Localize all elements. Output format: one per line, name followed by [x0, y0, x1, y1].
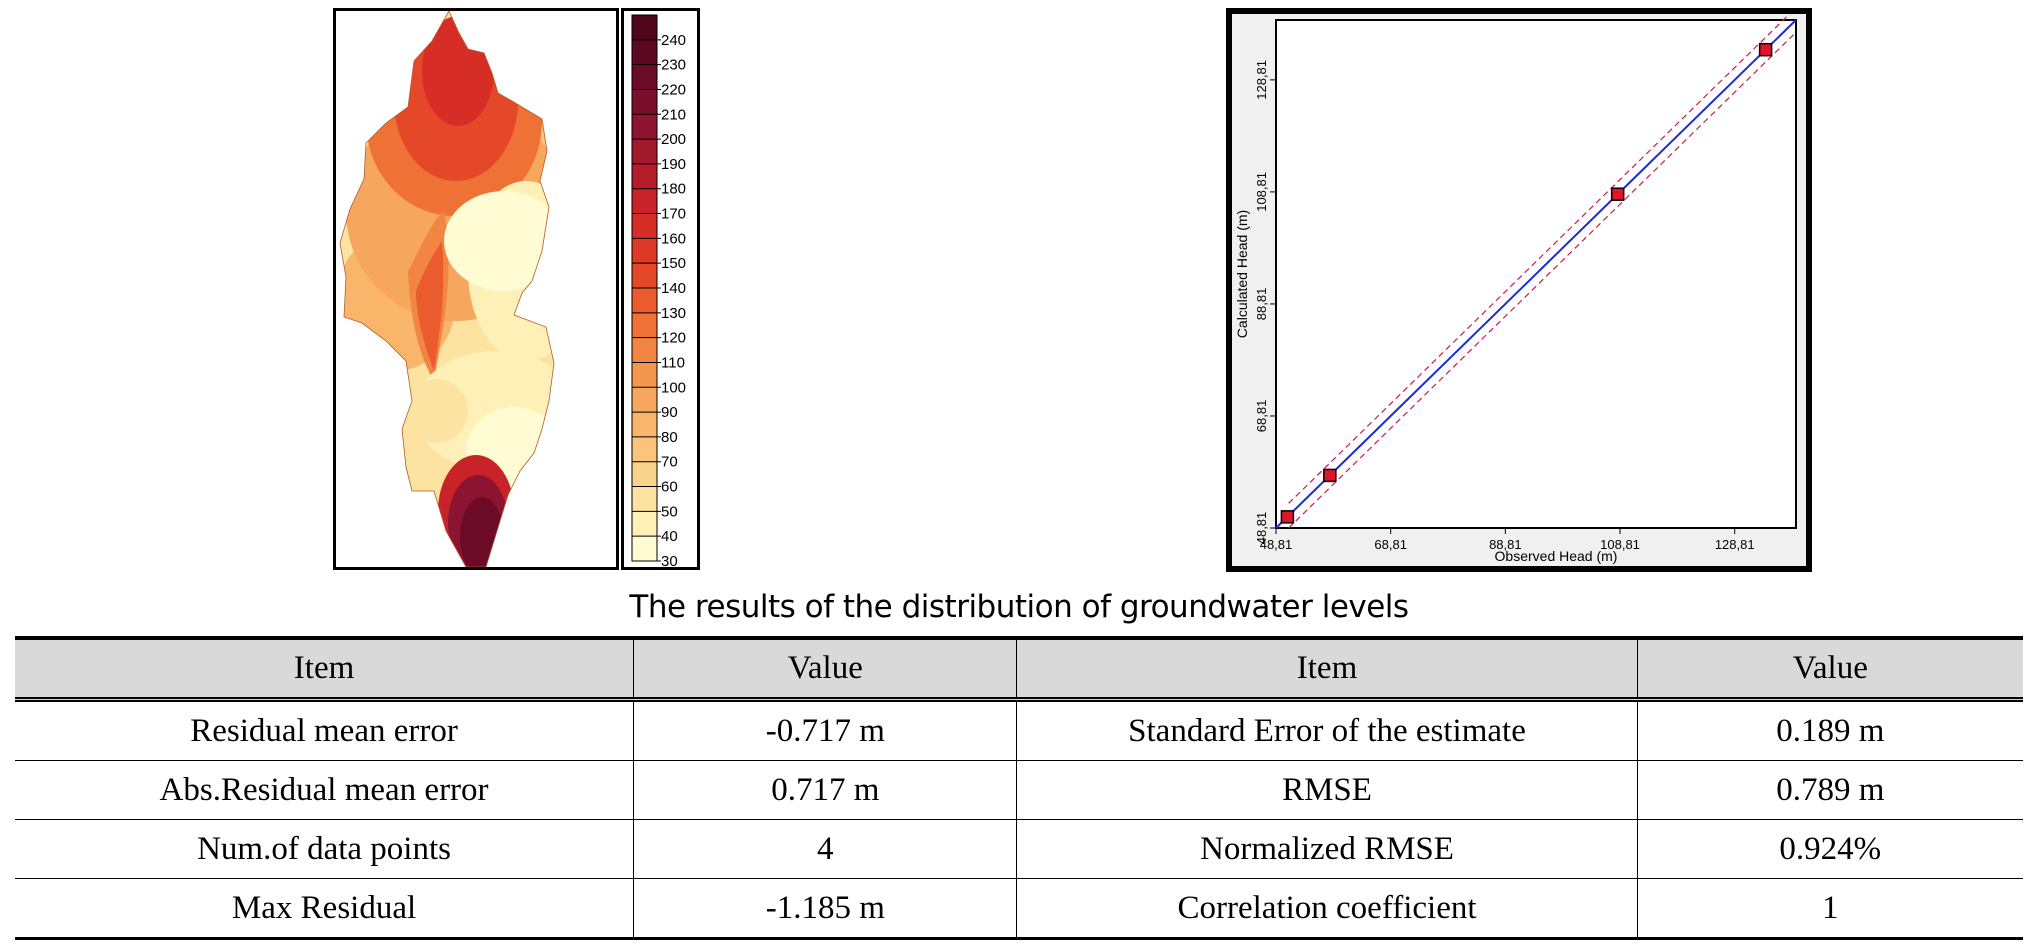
- legend-swatch: [632, 263, 657, 289]
- band-line-upper: [1288, 31, 1797, 529]
- legend-swatch: [632, 39, 657, 66]
- basin-outline: [339, 11, 555, 567]
- legend-label: 180: [661, 181, 686, 198]
- data-point: [1610, 187, 1625, 201]
- legend-swatch: [632, 436, 657, 463]
- legend-label: 100: [661, 379, 686, 396]
- cell-value: 4: [633, 819, 1017, 879]
- x-axis-label: Observed Head (m): [1495, 548, 1618, 564]
- cell-item: Normalized RMSE: [1016, 819, 1638, 879]
- legend-label: 210: [661, 106, 686, 123]
- y-tick-label: 108,81: [1254, 172, 1269, 212]
- table-row: Max Residual -1.185 m Correlation coeffi…: [15, 878, 2023, 940]
- cell-item: Num.of data points: [15, 819, 634, 879]
- legend-swatch: [632, 536, 657, 562]
- data-point: [1758, 42, 1773, 57]
- legend-swatch: [632, 412, 657, 438]
- legend-label: 110: [661, 354, 685, 371]
- legend-label: 220: [661, 81, 686, 98]
- table-row: Abs.Residual mean error 0.717 m RMSE 0.7…: [15, 760, 2023, 820]
- cell-value: 0.789 m: [1636, 760, 2023, 820]
- header-item: Item: [15, 636, 634, 702]
- cell-value: -1.185 m: [633, 878, 1017, 940]
- statistics-table: Item Value Item Value Residual mean erro…: [15, 636, 2023, 940]
- legend-label: 140: [661, 280, 686, 297]
- figure-caption: The results of the distribution of groun…: [629, 589, 1409, 625]
- legend-label: 230: [661, 57, 686, 74]
- cell-item: Residual mean error: [15, 699, 634, 761]
- legend-swatch: [632, 163, 657, 190]
- legend-label: 240: [661, 32, 686, 49]
- cell-item: Correlation coefficient: [1016, 878, 1638, 940]
- calibration-scatter-figure: 48,81 48,81 68,81 68,81 88,81 88,81 108,81 108,…: [1226, 8, 1812, 572]
- legend-label: 40: [661, 528, 678, 545]
- legend-label: 170: [661, 206, 686, 223]
- legend-label: 70: [661, 454, 678, 471]
- cell-value: 1: [1636, 878, 2023, 940]
- legend-swatch: [632, 89, 657, 115]
- legend-swatch: [632, 139, 657, 165]
- legend-swatch: [632, 387, 657, 413]
- legend-swatch: [632, 337, 657, 363]
- data-point: [1280, 510, 1295, 524]
- header-value: Value: [633, 636, 1017, 702]
- color-legend: 240 230 220 210 200 190 180 170 160 150 140 130 120 1…: [621, 8, 700, 570]
- cell-value: 0.924%: [1636, 819, 2023, 879]
- cell-item: RMSE: [1016, 760, 1638, 820]
- y-axis-label: Calculated Head (m): [1234, 210, 1250, 338]
- band-line-lower: [1288, 14, 1791, 504]
- cell-item: Abs.Residual mean error: [15, 760, 634, 820]
- y-tick-label: 48,81: [1254, 512, 1269, 545]
- x-tick-label: 68,81: [1374, 537, 1407, 552]
- x-tick-label: 128,81: [1715, 537, 1755, 552]
- legend-label: 200: [661, 131, 686, 148]
- cell-item: Max Residual: [15, 878, 634, 940]
- legend-label: 130: [661, 305, 686, 322]
- legend-swatch: [632, 15, 657, 41]
- legend-label: 190: [661, 156, 686, 173]
- x-tick-label: 88,81: [1489, 537, 1522, 552]
- legend-swatch: [632, 486, 657, 512]
- basin-contours: [340, 11, 554, 567]
- legend-label: 80: [661, 429, 678, 446]
- cell-value: 0.717 m: [633, 760, 1017, 820]
- fit-line: [1275, 19, 1797, 529]
- cell-value: -0.717 m: [633, 699, 1017, 761]
- cell-value: 0.189 m: [1636, 699, 2023, 761]
- legend-swatch: [632, 461, 657, 488]
- y-tick-label: 128,81: [1254, 60, 1269, 100]
- legend-swatch: [632, 362, 657, 388]
- y-tick-label: 68,81: [1254, 400, 1269, 433]
- y-tick-label: 88,81: [1254, 288, 1269, 321]
- groundwater-map-figure: 240 230 220 210 200 190 180 170 160 150 140 130 120 1…: [333, 8, 700, 570]
- legend-label: 150: [661, 255, 686, 272]
- legend-label: 120: [661, 330, 686, 347]
- x-tick-label: 48,81: [1260, 537, 1293, 552]
- groundwater-map: [333, 8, 619, 570]
- header-item: Item: [1016, 636, 1638, 702]
- data-point: [1323, 468, 1337, 483]
- legend-label: 30: [661, 553, 678, 567]
- legend-swatch: [632, 213, 657, 239]
- legend-label: 90: [661, 404, 678, 421]
- legend-swatch: [632, 312, 657, 339]
- scatter-plot-area: 48,81 48,81 68,81 68,81 88,81 88,81 108,81 108,…: [1232, 14, 1806, 566]
- table-row: Num.of data points 4 Normalized RMSE 0.9…: [15, 819, 2023, 879]
- x-tick-label: 108,81: [1600, 537, 1640, 552]
- legend-swatch: [632, 238, 657, 264]
- header-value: Value: [1636, 636, 2023, 702]
- legend-label: 50: [661, 503, 678, 520]
- legend-label: 60: [661, 479, 678, 496]
- cell-item: Standard Error of the estimate: [1016, 699, 1638, 761]
- legend-swatch: [632, 64, 657, 90]
- legend-label: 160: [661, 230, 686, 247]
- legend-swatch: [632, 288, 657, 314]
- legend-swatch: [632, 114, 657, 140]
- table-row: Residual mean error -0.717 m Standard Er…: [15, 699, 2023, 761]
- table-header-row: Item Value Item Value: [15, 636, 2023, 702]
- legend-swatch: [632, 188, 657, 215]
- legend-swatch: [632, 511, 657, 537]
